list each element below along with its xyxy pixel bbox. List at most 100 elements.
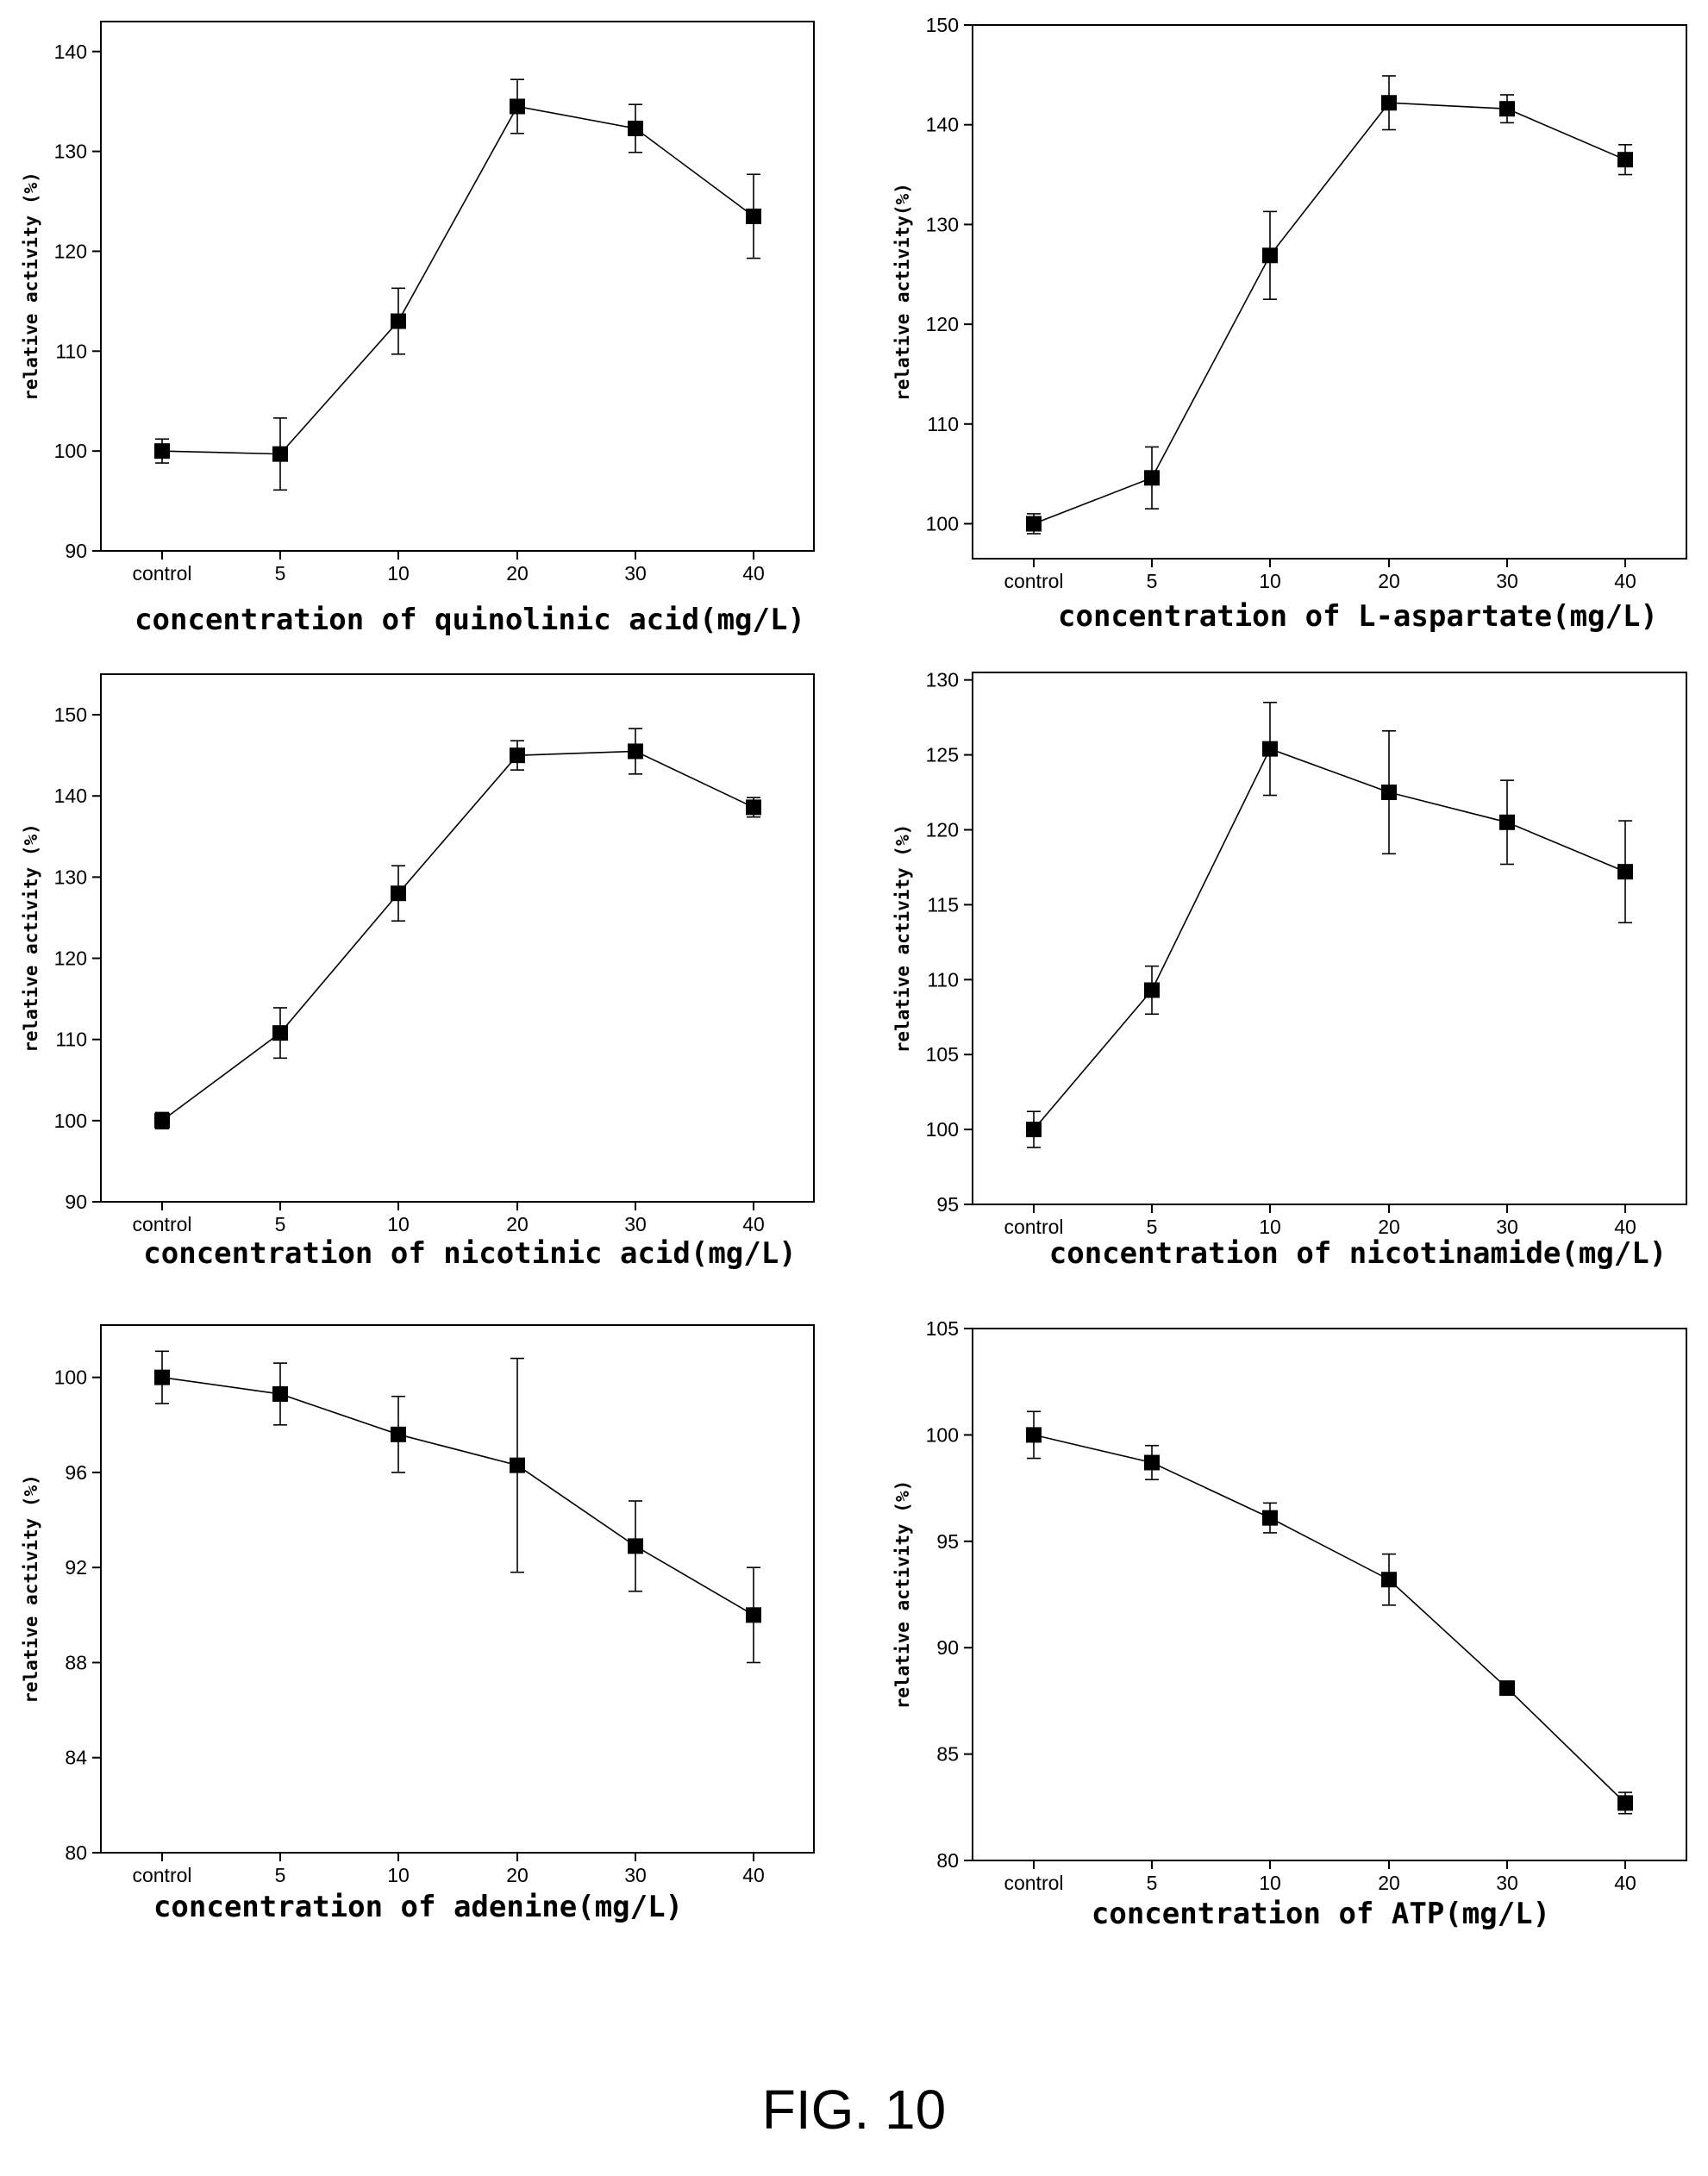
y-tick-label: 115 [927, 893, 959, 916]
plot-frame [100, 673, 815, 1203]
series-line [161, 1376, 754, 1616]
y-tick-label: 100 [54, 440, 87, 462]
data-point-marker [1144, 470, 1160, 486]
x-tick-label: 10 [387, 562, 410, 585]
x-tick-label: 5 [275, 1864, 286, 1886]
series-line [1033, 1434, 1626, 1804]
y-axis-label: relative activity (%) [21, 823, 41, 1053]
series-line [161, 750, 754, 1122]
data-point-marker [1144, 1454, 1160, 1471]
data-point-marker [1026, 1122, 1042, 1138]
y-axis-label: relative activity (%) [892, 1480, 913, 1710]
x-tick-label: control [132, 562, 191, 585]
y-axis-label: relative activity (%) [21, 172, 41, 401]
y-tick-label: 100 [926, 513, 959, 535]
y-tick-label: 90 [936, 1636, 959, 1659]
plot-frame [972, 24, 1687, 560]
y-tick-label: 120 [926, 818, 959, 841]
x-tick-label: 30 [1496, 1216, 1518, 1238]
x-tick-label: 30 [624, 1864, 647, 1886]
data-point-marker [510, 1457, 525, 1473]
y-tick-label: 88 [65, 1651, 87, 1673]
data-point-marker [1262, 1510, 1278, 1526]
x-tick-label: control [1004, 1216, 1063, 1238]
x-tick-label: 5 [1147, 1216, 1158, 1238]
data-point-marker [746, 1607, 761, 1623]
plot-frame [100, 1324, 815, 1854]
y-tick-label: 140 [54, 41, 87, 63]
data-point-marker [272, 1385, 288, 1402]
data-point-marker [1499, 1680, 1515, 1697]
data-point-marker [628, 743, 643, 760]
series-line [1033, 102, 1626, 525]
y-tick-label: 105 [926, 1043, 959, 1066]
x-tick-label: 20 [506, 562, 529, 585]
chart-panel-6: 80 85 90 95 100 105 control 5 10 20 30 40 concentrat… [892, 1317, 1687, 1931]
x-tick-label: 10 [387, 1213, 410, 1235]
y-tick-label: 125 [926, 744, 959, 766]
data-point-marker [1617, 152, 1633, 168]
plot-frame [972, 672, 1687, 1205]
data-point-marker [1381, 1572, 1397, 1588]
data-point-marker [391, 1426, 406, 1442]
y-tick-label: 130 [54, 141, 87, 163]
plot-frame [972, 1328, 1687, 1861]
y-tick-label: 130 [926, 213, 959, 235]
x-axis-label: concentration of nicotinic acid(mg/L) [143, 1236, 796, 1271]
y-tick-label: 100 [54, 1110, 87, 1132]
x-tick-label: 5 [1147, 570, 1158, 592]
data-point-marker [154, 1112, 170, 1129]
x-tick-label: 5 [275, 1213, 286, 1235]
y-tick-label: 110 [55, 1029, 87, 1051]
x-tick-label: 40 [742, 562, 765, 585]
x-tick-label: 10 [1259, 1216, 1281, 1238]
x-axis-label: concentration of adenine(mg/L) [153, 1890, 683, 1924]
x-tick-label: 20 [1378, 1216, 1400, 1238]
x-tick-label: control [132, 1864, 191, 1886]
data-point-marker [628, 1538, 643, 1554]
data-point-marker [1026, 1427, 1042, 1443]
y-tick-label: 92 [65, 1556, 87, 1579]
x-tick-label: 30 [1496, 570, 1518, 592]
y-axis-label: relative activity (%) [21, 1474, 41, 1704]
y-tick-label: 90 [65, 540, 87, 562]
x-axis-label: concentration of L-aspartate(mg/L) [1058, 599, 1658, 634]
x-tick-label: control [132, 1213, 191, 1235]
data-point-marker [510, 747, 525, 764]
y-tick-label: 110 [55, 340, 87, 362]
x-axis-label: concentration of quinolinic acid(mg/L) [135, 603, 805, 637]
x-axis-label: concentration of nicotinamide(mg/L) [1049, 1236, 1667, 1271]
y-tick-label: 150 [54, 703, 87, 726]
y-tick-label: 95 [936, 1530, 959, 1553]
data-point-marker [154, 443, 170, 460]
x-tick-label: 30 [624, 1213, 647, 1235]
x-tick-label: 10 [1259, 1872, 1281, 1894]
data-point-marker [154, 1369, 170, 1385]
data-point-marker [628, 120, 643, 136]
y-tick-label: 100 [926, 1423, 959, 1446]
y-tick-label: 120 [54, 947, 87, 970]
x-tick-label: 10 [387, 1864, 410, 1886]
data-point-marker [1381, 95, 1397, 111]
x-tick-label: 40 [742, 1864, 765, 1886]
data-point-marker [391, 885, 406, 902]
x-tick-label: 10 [1259, 570, 1281, 592]
y-tick-label: 84 [65, 1747, 87, 1769]
y-tick-label: 80 [936, 1849, 959, 1872]
y-tick-label: 130 [926, 669, 959, 691]
figure-caption: FIG. 10 [761, 2079, 947, 2141]
chart-panel-2: 100 110 120 130 140 150 control 5 10 20 30 40 concen… [892, 14, 1687, 634]
y-tick-label: 140 [926, 114, 959, 136]
data-point-marker [272, 1025, 288, 1041]
data-point-marker [746, 799, 761, 816]
y-tick-label: 96 [65, 1461, 87, 1484]
chart-panel-3: 90 100 110 120 130 140 150 control 5 10 20 30 40conc… [21, 673, 815, 1271]
data-point-marker [1262, 741, 1278, 757]
y-tick-label: 130 [54, 866, 87, 888]
y-tick-label: 120 [54, 240, 87, 262]
y-axis-label: relative activity (%) [892, 824, 913, 1054]
data-point-marker [1617, 1795, 1633, 1811]
x-tick-label: 20 [506, 1213, 529, 1235]
x-tick-label: 40 [1614, 570, 1636, 592]
